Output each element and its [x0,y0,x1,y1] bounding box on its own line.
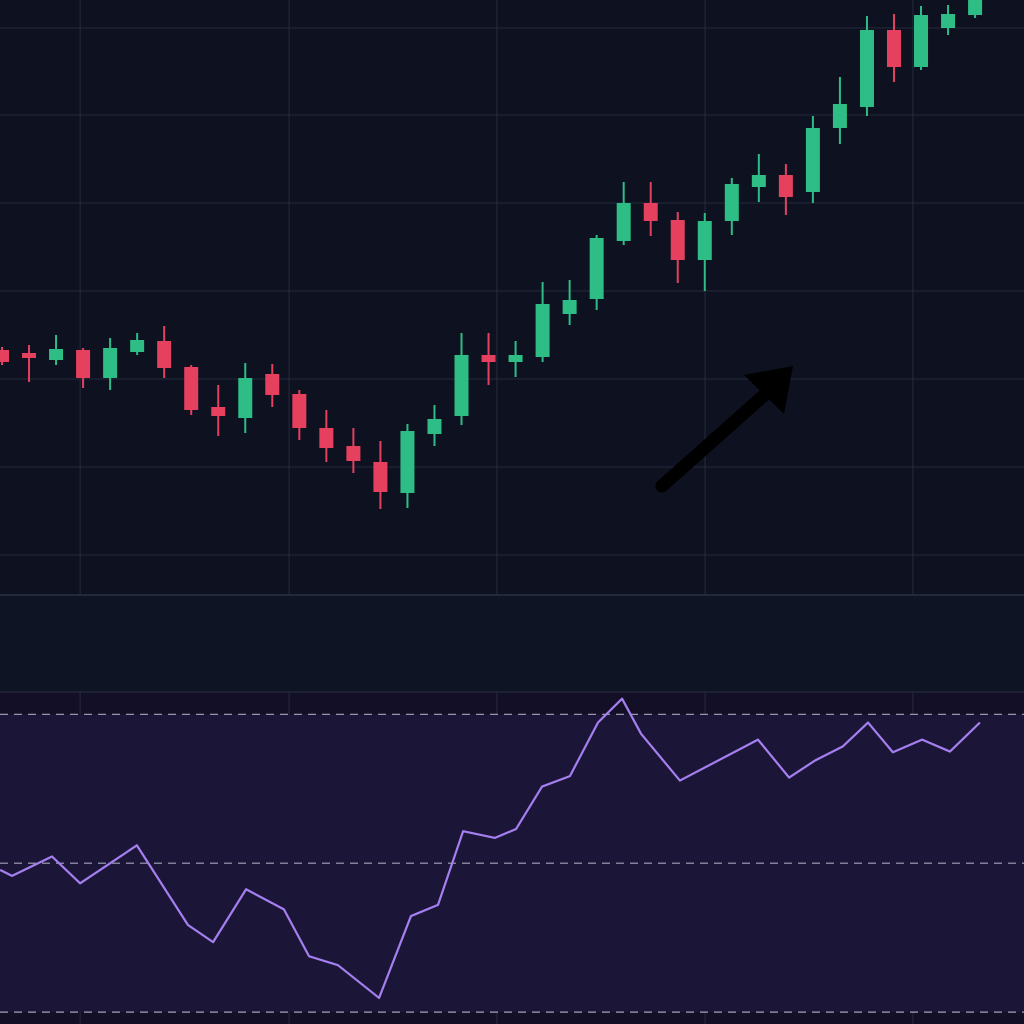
price-pane [0,0,1024,595]
candle-body [859,30,874,107]
candle-body [697,221,712,260]
candle-body [0,350,10,362]
candle-body [751,175,766,187]
gap-pane [0,595,1024,692]
candle-body [130,340,145,352]
candle-body [805,128,820,192]
candle-body [76,350,91,378]
candle-body [941,14,956,28]
candle-body [724,184,739,221]
arrow-head [744,366,793,414]
candle-body [968,0,983,15]
candle-body [535,304,550,357]
candle-body [508,355,523,362]
candle-body [184,367,199,410]
pane-group [0,0,1024,595]
candle-body [670,220,685,260]
candle-body [481,355,496,362]
candle-body [400,431,415,493]
candle-body [292,394,307,428]
trend-arrow [655,366,793,493]
candle-body [211,407,226,416]
candle-body [103,348,118,378]
candle-body [319,428,334,448]
arrow-shaft [655,383,777,493]
candle-body [914,15,929,67]
candle-body [589,238,604,299]
candle-body [265,374,280,395]
candle-body [346,446,361,461]
candle-body [832,104,847,128]
candle-body [373,462,388,492]
candle-body [22,353,37,358]
pane-group [0,692,1024,1024]
candle-body [778,175,793,197]
candle-body [643,203,658,221]
candle-body [238,378,253,418]
candle-body [49,349,64,360]
candle-body [562,300,577,314]
indicator-line [0,697,981,1000]
candle-body [616,203,631,241]
candle-body [886,30,901,67]
candle-body [454,355,469,416]
candle-body [157,341,172,368]
candle-body [427,419,442,434]
